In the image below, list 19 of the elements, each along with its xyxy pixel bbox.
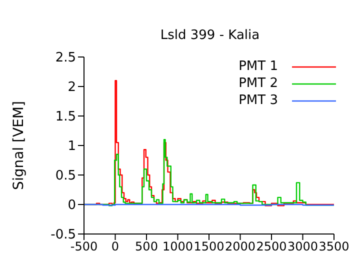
x-tick-label: 3500 — [318, 240, 350, 254]
x-tick-label: 1500 — [194, 240, 224, 254]
chart-title: Lsld 399 - Kalia — [159, 28, 261, 43]
y-tick-label: 0.5 — [55, 168, 76, 184]
x-tick-label: 2500 — [256, 240, 287, 254]
x-tick-label: 500 — [135, 240, 158, 254]
y-tick-label: 2.5 — [55, 50, 76, 66]
y-axis-title: Signal [VEM] — [10, 101, 27, 190]
legend-label: PMT 3 — [238, 93, 278, 108]
y-tick-label: 2 — [68, 80, 76, 96]
y-tick-label: 0 — [68, 198, 76, 214]
x-tick-label: 1000 — [162, 240, 194, 254]
legend-label: PMT 1 — [238, 59, 278, 74]
x-tick-label: 2000 — [224, 240, 256, 254]
x-tick-label: 0 — [111, 240, 120, 254]
y-tick-label: 1 — [68, 139, 76, 154]
y-tick-label: 1.5 — [55, 110, 76, 125]
legend-label: PMT 2 — [238, 76, 278, 91]
x-tick-label: 3000 — [287, 240, 318, 254]
